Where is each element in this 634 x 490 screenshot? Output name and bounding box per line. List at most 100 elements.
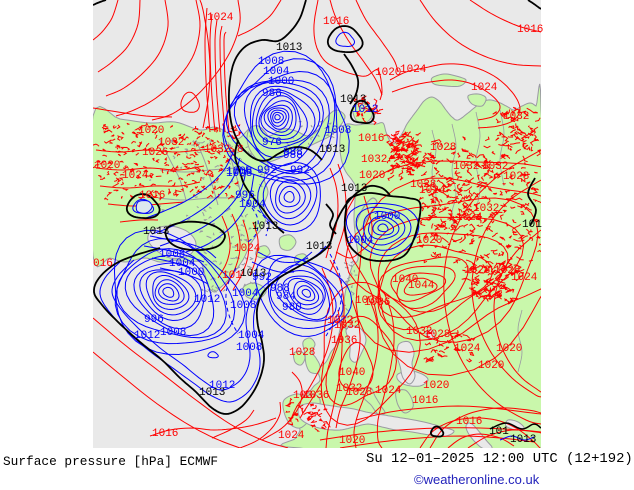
svg-text:1036: 1036 — [331, 335, 357, 347]
svg-text:1024: 1024 — [471, 82, 498, 94]
svg-text:1013: 1013 — [252, 221, 278, 233]
svg-text:980: 980 — [282, 302, 302, 314]
svg-text:1028: 1028 — [424, 329, 450, 341]
svg-text:1028: 1028 — [464, 265, 490, 277]
svg-text:1020: 1020 — [339, 435, 365, 447]
svg-text:Su 12–01–2025 12:00 UTC (12+19: Su 12–01–2025 12:00 UTC (12+192) — [366, 451, 633, 467]
svg-text:1036: 1036 — [303, 390, 329, 402]
svg-text:1032: 1032 — [503, 111, 529, 123]
svg-text:1013: 1013 — [341, 183, 367, 195]
svg-text:1032: 1032 — [327, 315, 353, 327]
svg-text:1028: 1028 — [503, 171, 529, 183]
svg-text:1024: 1024 — [375, 385, 402, 397]
svg-text:1024: 1024 — [234, 243, 261, 255]
svg-text:1013: 1013 — [319, 144, 345, 156]
svg-text:992: 992 — [257, 165, 277, 177]
svg-text:1028: 1028 — [289, 347, 315, 359]
svg-text:1040: 1040 — [392, 274, 418, 286]
svg-text:1032.8: 1032.8 — [204, 144, 244, 156]
svg-text:1013: 1013 — [143, 226, 169, 238]
svg-text:992: 992 — [252, 272, 272, 284]
svg-text:1004: 1004 — [239, 199, 266, 211]
svg-text:1032: 1032 — [406, 326, 432, 338]
svg-text:1004: 1004 — [232, 288, 259, 300]
svg-text:1004: 1004 — [263, 66, 290, 78]
svg-text:1024: 1024 — [122, 170, 149, 182]
svg-text:1024: 1024 — [454, 343, 481, 355]
svg-text:1040: 1040 — [339, 367, 365, 379]
svg-text:1016: 1016 — [139, 190, 165, 202]
svg-text:1032: 1032 — [334, 320, 360, 332]
svg-text:1024: 1024 — [207, 12, 234, 24]
svg-text:1036: 1036 — [364, 297, 390, 309]
svg-text:988: 988 — [283, 147, 303, 159]
svg-text:1000: 1000 — [268, 76, 294, 88]
svg-text:1028: 1028 — [494, 265, 520, 277]
svg-text:1032: 1032 — [453, 161, 479, 173]
svg-text:1032: 1032 — [158, 137, 184, 149]
svg-text:1016: 1016 — [517, 24, 543, 36]
svg-text:1013: 1013 — [199, 387, 225, 399]
svg-text:1008: 1008 — [325, 125, 351, 137]
svg-text:1013: 1013 — [240, 268, 266, 280]
svg-text:1008: 1008 — [226, 168, 252, 180]
svg-text:996: 996 — [235, 190, 255, 202]
svg-text:1044: 1044 — [408, 280, 435, 292]
svg-text:1020: 1020 — [138, 125, 164, 137]
svg-text:101: 101 — [222, 270, 242, 282]
svg-text:1032: 1032 — [336, 383, 362, 395]
svg-text:1016: 1016 — [412, 395, 438, 407]
svg-text:1012: 1012 — [209, 380, 235, 392]
svg-text:1024: 1024 — [419, 185, 446, 197]
svg-text:1036: 1036 — [355, 295, 381, 307]
svg-text:016: 016 — [93, 258, 113, 270]
svg-text:988: 988 — [262, 88, 282, 100]
svg-text:1032: 1032 — [361, 154, 387, 166]
svg-text:1008: 1008 — [160, 327, 186, 339]
svg-text:1008: 1008 — [159, 249, 185, 261]
svg-text:103: 103 — [293, 390, 313, 402]
svg-text:1013: 1013 — [340, 94, 366, 106]
svg-text:984: 984 — [276, 291, 296, 303]
svg-text:1004: 1004 — [347, 235, 374, 247]
svg-text:1028: 1028 — [430, 142, 456, 154]
svg-text:1008: 1008 — [258, 56, 284, 68]
svg-text:1016: 1016 — [456, 416, 482, 428]
svg-text:1016: 1016 — [152, 428, 178, 440]
svg-text:1012: 1012 — [134, 330, 160, 342]
svg-text:1024: 1024 — [278, 430, 305, 442]
svg-text:996: 996 — [144, 314, 164, 326]
svg-text:1020: 1020 — [94, 160, 120, 172]
svg-text:1000: 1000 — [374, 211, 400, 223]
svg-text:©weatheronline.co.uk: ©weatheronline.co.uk — [414, 472, 540, 487]
svg-text:Surface pressure [hPa] ECMWF: Surface pressure [hPa] ECMWF — [3, 454, 218, 469]
svg-text:1020: 1020 — [478, 360, 504, 372]
svg-text:992: 992 — [290, 165, 310, 177]
svg-text:1032: 1032 — [482, 161, 508, 173]
svg-text:1024: 1024 — [511, 272, 538, 284]
svg-text:988: 988 — [283, 150, 303, 162]
svg-text:1020: 1020 — [416, 235, 442, 247]
svg-text:1013: 1013 — [306, 241, 332, 253]
svg-text:1028: 1028 — [346, 387, 372, 399]
svg-text:1026: 1026 — [142, 147, 168, 159]
svg-text:101: 101 — [489, 426, 509, 438]
svg-text:1008: 1008 — [236, 342, 262, 354]
svg-text:1020: 1020 — [496, 343, 522, 355]
svg-text:1016: 1016 — [358, 133, 384, 145]
svg-text:1013: 1013 — [276, 42, 302, 54]
svg-text:1020: 1020 — [375, 67, 401, 79]
svg-text:976: 976 — [262, 137, 282, 149]
svg-text:1024: 1024 — [400, 64, 427, 76]
svg-text:1012: 1012 — [194, 294, 220, 306]
svg-text:1024: 1024 — [456, 212, 483, 224]
svg-text:1013: 1013 — [510, 434, 536, 446]
svg-text:1016: 1016 — [323, 16, 349, 28]
svg-text:1032: 1032 — [473, 203, 499, 215]
svg-text:1012: 1012 — [352, 104, 378, 116]
svg-text:1020: 1020 — [423, 380, 449, 392]
svg-text:1008: 1008 — [230, 300, 256, 312]
svg-text:1028: 1028 — [410, 179, 436, 191]
svg-text:1008: 1008 — [226, 166, 252, 178]
svg-text:1020: 1020 — [359, 170, 385, 182]
